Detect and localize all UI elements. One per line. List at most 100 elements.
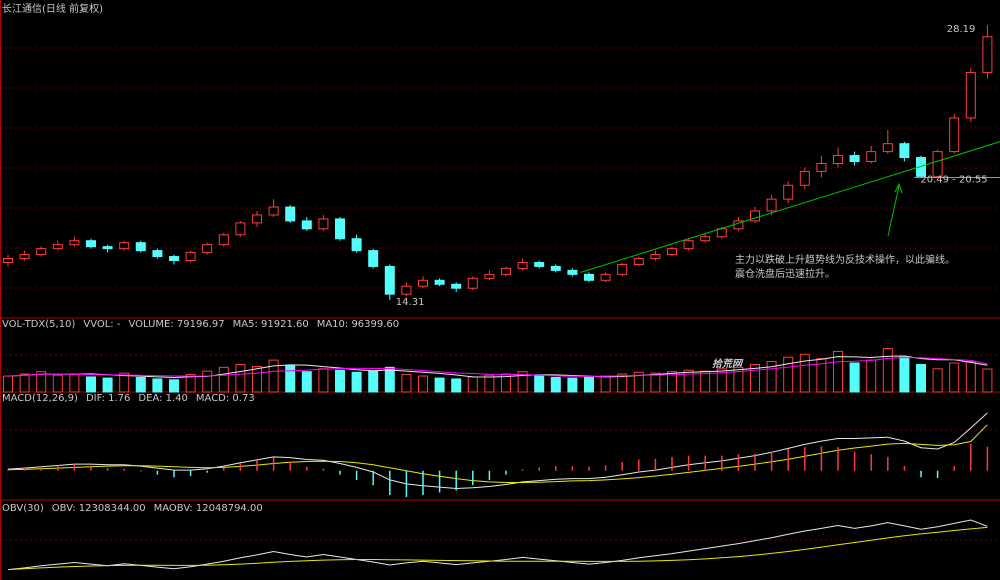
candle-body <box>252 214 262 224</box>
candle-body <box>218 234 229 246</box>
volume-bar <box>633 371 644 393</box>
candle-body <box>899 143 910 159</box>
volume-bar <box>467 376 478 393</box>
volume-bar <box>86 376 96 393</box>
volume-bar <box>36 371 47 393</box>
volume-bar <box>318 368 329 393</box>
volume-bar <box>152 378 163 393</box>
volume-bar <box>3 375 13 393</box>
candle-body <box>700 236 711 242</box>
volume-bar <box>949 362 960 393</box>
volume-bar <box>667 371 677 393</box>
volume-bar <box>567 377 578 393</box>
volume-bar <box>600 375 611 393</box>
candle-body <box>202 244 213 254</box>
volume-bar <box>965 361 976 393</box>
volume-bar <box>368 370 379 393</box>
candle-body <box>19 254 30 260</box>
candle-body <box>750 210 760 222</box>
candle-body <box>882 143 893 153</box>
candle-body <box>617 263 628 275</box>
candle-body <box>534 261 545 267</box>
candle-body <box>766 198 777 212</box>
candle-body <box>152 250 163 258</box>
candle-body <box>667 248 677 256</box>
candle-body <box>434 279 445 285</box>
candle-body <box>69 240 80 246</box>
volume-bar <box>484 374 495 393</box>
series-line <box>7 526 988 571</box>
candle-body <box>185 252 196 262</box>
candle-body <box>501 267 511 275</box>
volume-bar <box>517 371 528 393</box>
candle-body <box>102 246 113 250</box>
candle-body <box>783 184 794 200</box>
annotation: 震仓洗盘后迅速拉升。 <box>735 267 835 280</box>
volume-bar <box>451 378 462 393</box>
candle-body <box>451 283 462 289</box>
volume-bar <box>716 368 727 393</box>
candle-body <box>550 265 561 271</box>
trend-line <box>580 141 1000 273</box>
range-label: 20.49 - 20.55 <box>920 174 987 185</box>
volume-bar <box>783 356 794 393</box>
panel-label: DIF: 1.76 <box>86 393 130 404</box>
candle-body <box>301 220 312 230</box>
candle-body <box>401 285 412 295</box>
candle-body <box>368 250 379 267</box>
candle-body <box>86 240 96 248</box>
volume-bar <box>816 358 827 393</box>
volume-bar <box>52 374 63 393</box>
panel-label: MA10: 96399.60 <box>317 319 399 330</box>
candle-body <box>567 269 578 275</box>
arrow <box>887 185 900 237</box>
volume-bar <box>235 363 246 393</box>
arrow-head <box>894 182 903 194</box>
candle-body <box>384 265 395 295</box>
candle-body <box>36 248 47 256</box>
series-line <box>7 519 988 571</box>
volume-bar <box>401 374 412 393</box>
candle-body <box>235 222 246 236</box>
volume-bar <box>882 348 893 393</box>
candle-body <box>716 228 727 238</box>
candle-body <box>799 170 810 186</box>
volume-bar <box>833 350 843 393</box>
volume-bar <box>799 353 810 393</box>
volume-bar <box>766 361 777 393</box>
volume-bar <box>119 372 130 393</box>
volume-bar <box>750 363 760 393</box>
candle-body <box>683 240 694 250</box>
volume-bar <box>650 372 661 393</box>
volume-bar <box>69 374 80 393</box>
series-line <box>7 355 988 379</box>
series-line <box>7 424 988 483</box>
volume-bar <box>899 356 910 393</box>
candle-body <box>849 155 860 163</box>
volume-bar <box>285 365 296 393</box>
volume-bar <box>932 368 943 393</box>
series-line <box>7 356 988 377</box>
high-label: 28.19 <box>947 24 976 35</box>
panel-label: OBV(30) <box>2 503 44 514</box>
panel-label: VOL-TDX(5,10) <box>2 319 75 330</box>
panel-label: MA5: 91921.60 <box>233 319 309 330</box>
volume-bar <box>418 375 428 393</box>
candle-body <box>169 256 179 262</box>
candle-body <box>833 155 843 164</box>
volume-bar <box>434 377 445 393</box>
panel-label: MAOBV: 12048794.00 <box>154 503 263 514</box>
chart-title: 长江通信(日线 前复权) <box>2 2 103 15</box>
candle-body <box>318 218 329 230</box>
volume-bar <box>849 362 860 393</box>
candle-body <box>467 277 478 289</box>
candle-body <box>135 242 146 252</box>
candle-body <box>600 273 611 281</box>
volume-bar <box>534 375 545 393</box>
volume-bar <box>617 373 628 393</box>
series-line <box>7 412 988 490</box>
candle-body <box>418 279 428 287</box>
volume-bar <box>550 377 561 393</box>
